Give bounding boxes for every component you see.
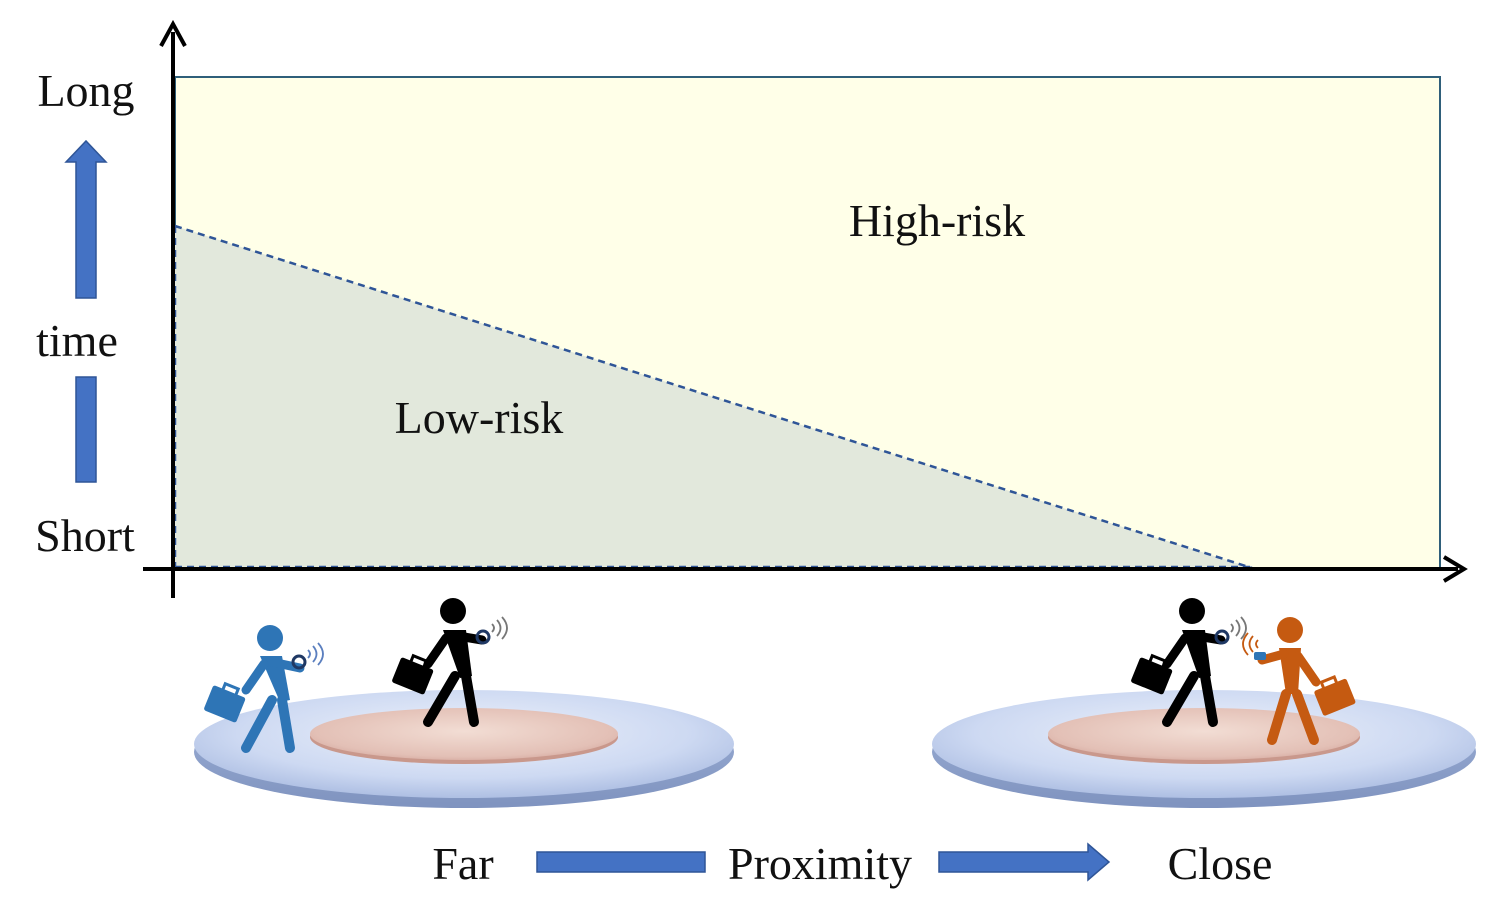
- wireless-signal-icon: [1230, 616, 1247, 640]
- person-walking-icon: [1162, 598, 1226, 727]
- x-axis-middle-label: Proximity: [728, 838, 912, 889]
- y-axis-top-label: Long: [37, 65, 134, 116]
- time-axis-labels: Long time Short: [35, 65, 135, 561]
- time-up-arrow-icon: [64, 139, 108, 299]
- close-scene: [932, 598, 1476, 808]
- x-axis-arrowhead: [1442, 555, 1468, 583]
- wireless-signal-icon: [491, 616, 508, 640]
- person-walking-icon: [241, 625, 305, 753]
- high-risk-label: High-risk: [849, 195, 1025, 246]
- wireless-signal-icon: [1242, 632, 1259, 656]
- y-axis-arrowhead: [159, 19, 187, 47]
- person-walking-icon: [423, 598, 487, 727]
- time-lower-bar: [75, 376, 97, 483]
- smartwatch-icon: [1214, 629, 1230, 645]
- y-axis-middle-label: time: [36, 315, 118, 366]
- proximity-right-arrow-icon: [938, 842, 1111, 882]
- risk-chart: High-risk Low-risk: [143, 19, 1468, 598]
- smartwatch-icon: [1254, 652, 1266, 660]
- far-scene: [194, 598, 734, 808]
- y-axis-bottom-label: Short: [35, 510, 135, 561]
- risk-boundary-line: [174, 224, 1253, 570]
- x-axis-left-label: Far: [432, 838, 493, 889]
- x-axis-right-label: Close: [1168, 838, 1273, 889]
- person-walking-icon: [1257, 617, 1321, 745]
- smartwatch-icon: [475, 629, 491, 645]
- wireless-signal-icon: [307, 642, 324, 666]
- low-risk-label: Low-risk: [395, 392, 564, 443]
- inner-zone: [310, 708, 618, 760]
- smartwatch-icon: [291, 654, 307, 670]
- proximity-left-bar: [536, 851, 706, 873]
- proximity-axis-labels: Far Proximity Close: [432, 838, 1272, 889]
